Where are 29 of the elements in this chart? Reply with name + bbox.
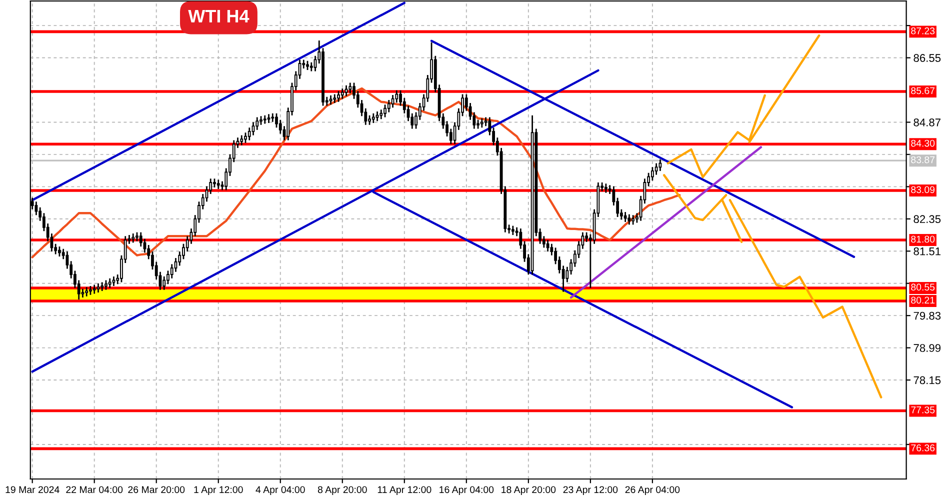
x-tick-label: 4 Apr 04:00 <box>256 486 305 496</box>
y-tick-label: 78.99 <box>914 344 941 352</box>
chart-title: WTI H4 <box>188 10 250 22</box>
x-tick-label: 26 Mar 20:00 <box>128 486 185 494</box>
x-tick-label: 22 Mar 04:00 <box>66 486 123 494</box>
y-tick-label: 84.87 <box>914 118 940 126</box>
x-tick-label: 26 Apr 04:00 <box>625 486 680 496</box>
ref-line-label: 77.35 <box>911 406 935 414</box>
y-tick-label: 79.83 <box>914 312 941 320</box>
ref-line-label: 85.67 <box>911 87 935 94</box>
x-tick-label: 11 Apr 12:00 <box>378 486 432 496</box>
ref-line-label: 83.09 <box>911 186 935 194</box>
x-tick-label: 23 Apr 12:00 <box>563 486 618 496</box>
x-tick-label: 18 Apr 20:00 <box>502 486 556 496</box>
ref-line-label: 84.30 <box>911 140 935 147</box>
ref-line-label: 76.36 <box>911 444 935 452</box>
ref-line-label: 81.80 <box>911 236 935 243</box>
y-tick-label: 82.35 <box>914 215 941 224</box>
ref-line-label: 80.21 <box>911 296 935 304</box>
y-tick-label: 81.51 <box>914 247 941 256</box>
x-tick-label: 19 Mar 2024 <box>6 486 60 494</box>
ref-line-label: 83.87 <box>911 156 935 164</box>
ref-line-label: 80.55 <box>911 284 935 291</box>
x-tick-label: 8 Apr 20:00 <box>318 486 367 496</box>
x-tick-label: 16 Apr 04:00 <box>440 486 494 496</box>
y-tick-label: 86.55 <box>914 54 941 62</box>
ref-line-label: 87.23 <box>911 27 935 34</box>
y-tick-label: 78.15 <box>914 376 941 384</box>
x-tick-label: 1 Apr 12:00 <box>194 486 243 496</box>
